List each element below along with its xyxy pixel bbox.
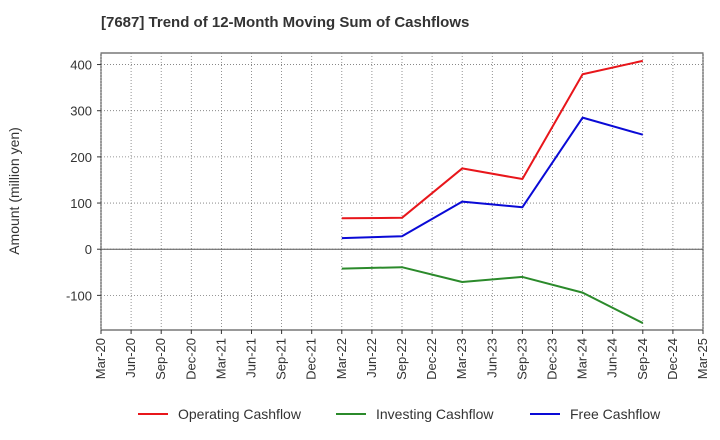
x-tick-label: Dec-23 (545, 338, 560, 380)
y-axis-label: Amount (million yen) (6, 127, 22, 255)
y-tick-label: 200 (70, 150, 92, 165)
x-tick-label: Sep-23 (514, 338, 529, 380)
x-tick-label: Mar-20 (93, 338, 108, 379)
x-tick-label: Jun-22 (364, 338, 379, 378)
series-line (341, 116, 644, 240)
series-line (341, 266, 644, 324)
y-tick-label: 400 (70, 58, 92, 73)
x-tick-label: Mar-25 (695, 338, 710, 379)
series-line (341, 59, 644, 220)
y-tick-label: 300 (70, 104, 92, 119)
x-tick-label: Jun-21 (244, 338, 259, 378)
x-tick-label: Dec-22 (424, 338, 439, 380)
chart-title: [7687] Trend of 12-Month Moving Sum of C… (101, 14, 470, 31)
x-tick-label: Sep-24 (635, 338, 650, 380)
y-tick-label: 100 (70, 196, 92, 211)
x-tick-label: Mar-23 (454, 338, 469, 379)
legend-label: Free Cashflow (570, 406, 661, 422)
x-tick-label: Mar-22 (334, 338, 349, 379)
y-tick-label: 0 (85, 242, 92, 257)
x-tick-label: Dec-24 (665, 338, 680, 380)
legend-label: Investing Cashflow (376, 406, 494, 422)
x-tick-label: Jun-23 (484, 338, 499, 378)
x-tick-label: Dec-21 (304, 338, 319, 380)
x-tick-label: Dec-20 (183, 338, 198, 380)
x-tick-label: Sep-22 (394, 338, 409, 380)
x-tick-label: Jun-24 (605, 338, 620, 378)
legend-label: Operating Cashflow (178, 406, 302, 422)
x-tick-label: Mar-21 (213, 338, 228, 379)
x-tick-label: Sep-20 (153, 338, 168, 380)
x-tick-label: Mar-24 (575, 338, 590, 379)
x-tick-label: Jun-20 (123, 338, 138, 378)
x-tick-label: Sep-21 (274, 338, 289, 380)
y-tick-label: -100 (66, 288, 92, 303)
